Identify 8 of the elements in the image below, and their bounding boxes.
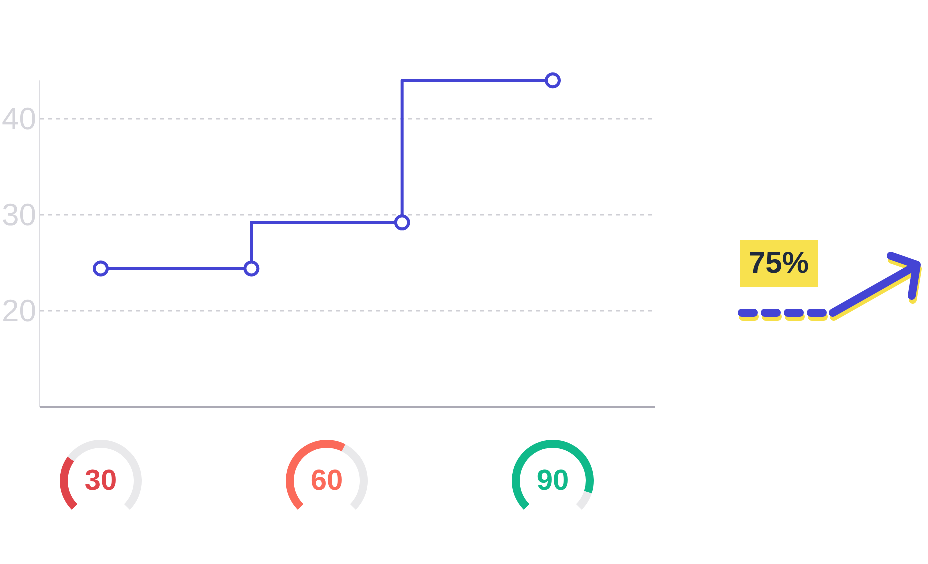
text: 60	[310, 464, 344, 498]
text: 90	[536, 464, 570, 498]
text: 75%	[749, 246, 810, 280]
point	[244, 260, 260, 277]
point	[545, 72, 561, 89]
point	[394, 214, 410, 231]
point	[93, 260, 110, 277]
text: 30	[84, 464, 118, 498]
